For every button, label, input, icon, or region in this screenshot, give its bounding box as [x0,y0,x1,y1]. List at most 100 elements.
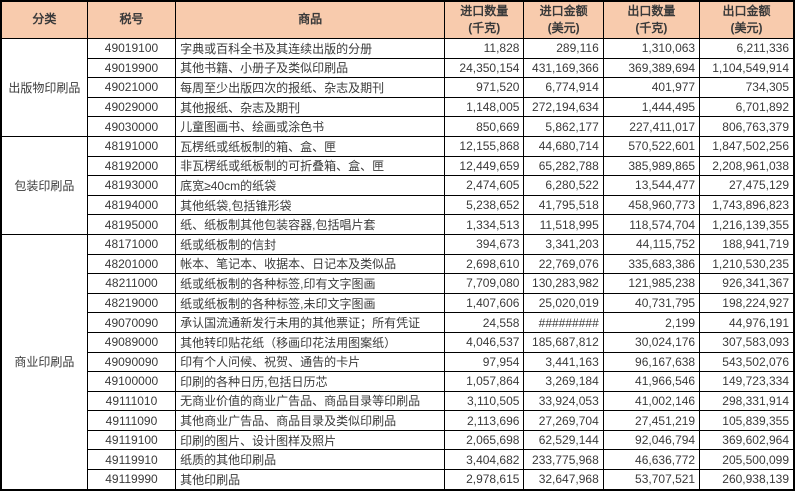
product-cell[interactable]: 帐本、笔记本、收据本、日记本及类似品 [175,253,446,275]
product-cell[interactable]: 儿童图画书、绘画或涂色书 [175,116,446,137]
product-cell[interactable]: 其他转印贴花纸（移画印花法用图案纸） [175,331,446,353]
export-amt-cell[interactable]: 188,941,719 [699,233,795,255]
export-qty-cell[interactable]: 118,574,704 [602,214,701,235]
import-qty-cell[interactable]: 2,065,698 [444,429,525,451]
import-amt-cell[interactable]: 3,441,163 [523,351,604,373]
export-amt-cell[interactable]: 149,723,334 [699,371,795,392]
import-amt-cell[interactable]: 27,269,704 [523,410,604,431]
import-qty-cell[interactable]: 97,954 [444,351,525,373]
export-amt-cell[interactable]: 369,602,964 [699,429,795,451]
product-cell[interactable]: 底宽≥40cm的纸袋 [175,175,446,196]
import-qty-cell[interactable]: 3,110,505 [444,390,525,412]
code-cell[interactable]: 49089000 [86,331,177,353]
product-cell[interactable]: 其他报纸、杂志及期刊 [175,96,446,118]
export-amt-cell[interactable]: 44,976,191 [699,312,795,333]
import-qty-cell[interactable]: 12,449,659 [444,155,525,177]
export-amt-cell[interactable]: 1,847,502,256 [699,135,795,157]
import-amt-cell[interactable]: 33,924,053 [523,390,604,412]
import-amt-cell[interactable]: 25,020,019 [523,292,604,314]
code-cell[interactable]: 49019100 [86,38,177,59]
product-cell[interactable]: 非瓦楞纸或纸板制的可折叠箱、盒、匣 [175,155,446,177]
code-cell[interactable]: 48193000 [86,175,177,196]
product-cell[interactable]: 其他书籍、小册子及类似印刷品 [175,57,446,79]
import-amt-cell[interactable]: 431,169,366 [523,57,604,79]
code-cell[interactable]: 49119100 [86,429,177,451]
export-qty-cell[interactable]: 13,544,477 [602,175,701,196]
export-amt-cell[interactable]: 2,208,961,038 [699,155,795,177]
code-cell[interactable]: 48194000 [86,194,177,216]
code-cell[interactable]: 49029000 [86,96,177,118]
import-qty-cell[interactable]: 394,673 [444,233,525,255]
product-cell[interactable]: 其他商业广告品、商品目录及类似印刷品 [175,410,446,431]
export-amt-cell[interactable]: 1,210,530,235 [699,253,795,275]
import-qty-cell[interactable]: 2,474,605 [444,175,525,196]
header-product[interactable]: 商品 [175,0,446,39]
export-qty-cell[interactable]: 227,411,017 [602,116,701,137]
product-cell[interactable]: 其他印刷品 [175,469,446,491]
code-cell[interactable]: 48219000 [86,292,177,314]
import-qty-cell[interactable]: 1,148,005 [444,96,525,118]
export-qty-cell[interactable]: 40,731,795 [602,292,701,314]
product-cell[interactable]: 纸或纸板制的各种标签,未印文字图画 [175,292,446,314]
code-cell[interactable]: 49030000 [86,116,177,137]
export-qty-cell[interactable]: 96,167,638 [602,351,701,373]
export-amt-cell[interactable]: 27,475,129 [699,175,795,196]
export-qty-cell[interactable]: 27,451,219 [602,410,701,431]
export-qty-cell[interactable]: 121,985,238 [602,273,701,294]
product-cell[interactable]: 印刷的各种日历,包括日历芯 [175,371,446,392]
import-amt-cell[interactable]: 289,116 [523,38,604,59]
export-amt-cell[interactable]: 6,211,336 [699,38,795,59]
import-qty-cell[interactable]: 11,828 [444,38,525,59]
category-cell-commercial[interactable]: 商业印刷品 [0,233,88,491]
export-qty-cell[interactable]: 2,199 [602,312,701,333]
import-amt-cell-overflow[interactable]: ######### [523,312,604,333]
export-amt-cell[interactable]: 543,502,076 [699,351,795,373]
product-cell[interactable]: 字典或百科全书及其连续出版的分册 [175,38,446,59]
code-cell[interactable]: 48201000 [86,253,177,275]
export-amt-cell[interactable]: 205,500,099 [699,449,795,471]
product-cell[interactable]: 纸、纸板制其他包装容器,包括唱片套 [175,214,446,235]
export-qty-cell[interactable]: 570,522,601 [602,135,701,157]
export-qty-cell[interactable]: 385,989,865 [602,155,701,177]
import-qty-cell[interactable]: 971,520 [444,77,525,98]
code-cell[interactable]: 49070090 [86,312,177,333]
import-qty-cell[interactable]: 5,238,652 [444,194,525,216]
import-qty-cell[interactable]: 2,113,696 [444,410,525,431]
export-qty-cell[interactable]: 53,707,521 [602,469,701,491]
export-amt-cell[interactable]: 105,839,355 [699,410,795,431]
import-qty-cell[interactable]: 2,698,610 [444,253,525,275]
import-amt-cell[interactable]: 11,518,995 [523,214,604,235]
header-code[interactable]: 税号 [86,0,177,39]
import-amt-cell[interactable]: 130,283,982 [523,273,604,294]
export-amt-cell[interactable]: 734,305 [699,77,795,98]
export-amt-cell[interactable]: 806,763,379 [699,116,795,137]
import-qty-cell[interactable]: 1,057,864 [444,371,525,392]
import-amt-cell[interactable]: 62,529,144 [523,429,604,451]
export-amt-cell[interactable]: 1,743,896,823 [699,194,795,216]
import-amt-cell[interactable]: 41,795,518 [523,194,604,216]
import-qty-cell[interactable]: 12,155,868 [444,135,525,157]
code-cell[interactable]: 49090090 [86,351,177,373]
export-amt-cell[interactable]: 6,701,892 [699,96,795,118]
export-amt-cell[interactable]: 260,938,139 [699,469,795,491]
product-cell[interactable]: 承认国流通新发行未用的其他票证；所有凭证 [175,312,446,333]
export-amt-cell[interactable]: 307,583,093 [699,331,795,353]
code-cell[interactable]: 49119910 [86,449,177,471]
import-amt-cell[interactable]: 272,194,634 [523,96,604,118]
export-amt-cell[interactable]: 1,216,139,355 [699,214,795,235]
import-amt-cell[interactable]: 3,341,203 [523,233,604,255]
import-amt-cell[interactable]: 65,282,788 [523,155,604,177]
export-amt-cell[interactable]: 926,341,367 [699,273,795,294]
export-qty-cell[interactable]: 369,389,694 [602,57,701,79]
import-amt-cell[interactable]: 233,775,968 [523,449,604,471]
import-amt-cell[interactable]: 6,280,522 [523,175,604,196]
export-qty-cell[interactable]: 46,636,772 [602,449,701,471]
header-import-qty[interactable]: 进口数量 (千克) [444,0,525,39]
code-cell[interactable]: 49019900 [86,57,177,79]
product-cell[interactable]: 印刷的图片、设计图样及照片 [175,429,446,451]
export-amt-cell[interactable]: 198,224,927 [699,292,795,314]
product-cell[interactable]: 印有个人问候、祝贺、通告的卡片 [175,351,446,373]
category-cell-publishing[interactable]: 出版物印刷品 [0,38,88,137]
import-amt-cell[interactable]: 32,647,968 [523,469,604,491]
header-export-amt[interactable]: 出口金额 (美元) [699,0,795,39]
